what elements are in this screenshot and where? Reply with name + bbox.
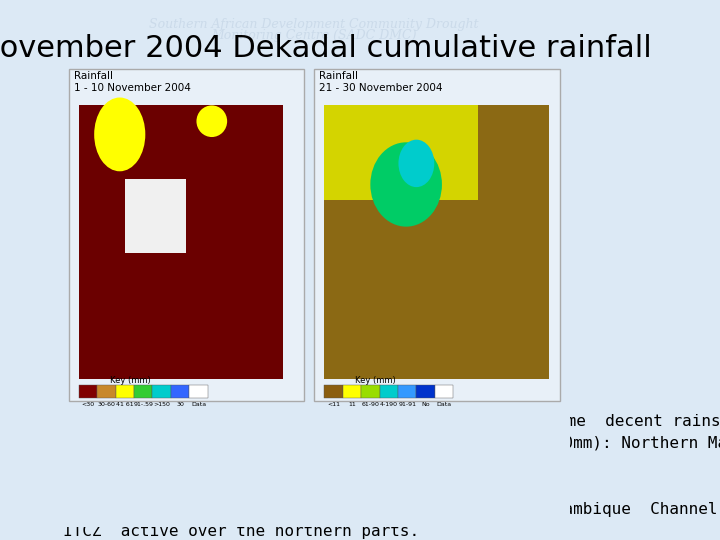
FancyBboxPatch shape (324, 385, 343, 398)
FancyBboxPatch shape (78, 105, 284, 380)
Ellipse shape (94, 98, 145, 171)
FancyBboxPatch shape (58, 411, 570, 527)
Text: November 2004 Dekadal cumulative rainfall: November 2004 Dekadal cumulative rainfal… (0, 34, 652, 63)
Text: Monitoring Centre (SADC DMC): Monitoring Centre (SADC DMC) (212, 29, 417, 42)
Text: Most of southern half  experienced little rain.: Most of southern half experienced little… (63, 480, 516, 495)
Text: 61-90: 61-90 (361, 402, 379, 407)
Text: Areas with the highest rainfall over this period(>150mm): Northern Malawi: Areas with the highest rainfall over thi… (63, 436, 720, 451)
FancyBboxPatch shape (171, 385, 189, 398)
Text: Trend:: Trend: (63, 414, 121, 429)
FancyBboxPatch shape (68, 69, 304, 401)
Text: Data: Data (436, 402, 451, 407)
Text: 91-.59: 91-.59 (133, 402, 153, 407)
Text: Rainfall
1 - 10 November 2004: Rainfall 1 - 10 November 2004 (73, 71, 191, 93)
Text: Key (mm): Key (mm) (109, 376, 150, 385)
FancyBboxPatch shape (435, 385, 453, 398)
Text: 4-190: 4-190 (379, 402, 397, 407)
FancyBboxPatch shape (343, 385, 361, 398)
FancyBboxPatch shape (314, 69, 559, 401)
Text: 91-91: 91-91 (398, 402, 416, 407)
Text: <11: <11 (327, 402, 340, 407)
FancyBboxPatch shape (97, 385, 116, 398)
Ellipse shape (370, 143, 442, 227)
Text: Data: Data (191, 402, 206, 407)
Text: First dekad was quite dry.  Northern  half had some  decent rains.: First dekad was quite dry. Northern half… (95, 414, 720, 429)
Text: 11: 11 (348, 402, 356, 407)
Text: ITCZ  active over the northern parts.: ITCZ active over the northern parts. (63, 524, 420, 539)
FancyBboxPatch shape (416, 385, 435, 398)
Text: November circulation feature(s): Depression over Mozambique  Channel and: November circulation feature(s): Depress… (63, 502, 720, 517)
FancyBboxPatch shape (324, 105, 478, 200)
Text: 30-60: 30-60 (97, 402, 115, 407)
Ellipse shape (197, 105, 227, 137)
Text: Seychelles & Southern Tanzania.: Seychelles & Southern Tanzania. (63, 458, 362, 473)
Text: No: No (421, 402, 430, 407)
FancyBboxPatch shape (153, 385, 171, 398)
FancyBboxPatch shape (116, 385, 134, 398)
FancyBboxPatch shape (125, 179, 186, 253)
Text: 30: 30 (176, 402, 184, 407)
FancyBboxPatch shape (189, 385, 207, 398)
FancyBboxPatch shape (398, 385, 416, 398)
Text: >150: >150 (153, 402, 170, 407)
FancyBboxPatch shape (134, 385, 153, 398)
FancyBboxPatch shape (361, 385, 379, 398)
Ellipse shape (398, 140, 434, 187)
Text: 41 61: 41 61 (116, 402, 134, 407)
Text: <30: <30 (81, 402, 94, 407)
Text: Rainfall
21 - 30 November 2004: Rainfall 21 - 30 November 2004 (319, 71, 443, 93)
FancyBboxPatch shape (78, 385, 97, 398)
Text: Southern African Development Community Drought: Southern African Development Community D… (149, 18, 479, 31)
FancyBboxPatch shape (324, 105, 549, 380)
FancyBboxPatch shape (379, 385, 398, 398)
Text: Key (mm): Key (mm) (355, 376, 396, 385)
